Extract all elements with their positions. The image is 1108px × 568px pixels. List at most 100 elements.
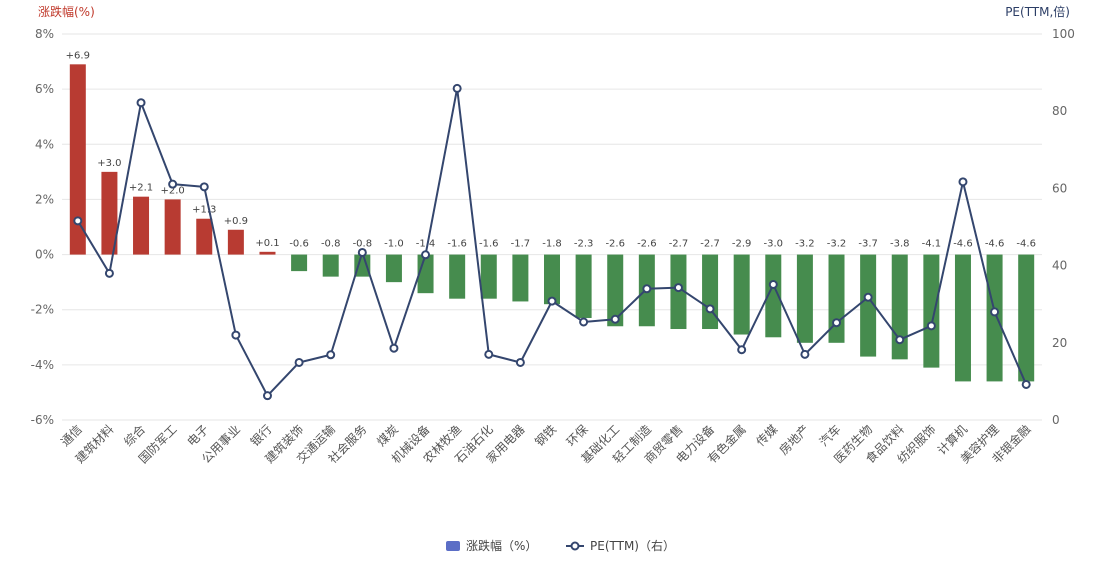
left-axis-tick-label: 8%: [35, 27, 54, 41]
bar: [164, 199, 181, 255]
bar: [259, 251, 276, 255]
legend-line-label: PE(TTM)（右）: [590, 538, 675, 553]
left-axis-tick-label: -2%: [31, 303, 54, 317]
bar: [607, 254, 624, 327]
bar: [69, 64, 86, 255]
bar-value-label: +6.9: [66, 50, 90, 61]
pe-point: [737, 345, 747, 355]
bar-value-label: -2.6: [637, 239, 657, 250]
right-axis-tick-label: 40: [1052, 259, 1067, 273]
bar: [133, 196, 150, 255]
bar: [733, 254, 750, 335]
bar: [923, 254, 940, 368]
pe-point: [832, 318, 842, 328]
bar-value-label: -3.2: [795, 239, 815, 250]
category-label: 综合: [121, 422, 149, 450]
left-axis-tick-label: 6%: [35, 82, 54, 96]
legend[interactable]: 涨跌幅（%） PE(TTM)（右）: [446, 538, 675, 553]
bar: [227, 229, 244, 255]
bar-value-label: +0.1: [255, 238, 279, 249]
category-label: 汽车: [816, 422, 844, 450]
pe-point: [610, 314, 620, 324]
bar-value-label: -3.0: [764, 239, 784, 250]
right-axis-title: PE(TTM,倍): [1005, 4, 1070, 19]
line-series: [73, 83, 1031, 401]
bar-value-label: -2.3: [574, 239, 594, 250]
left-axis-tick-label: 0%: [35, 248, 54, 262]
bar-value-label: -2.6: [605, 239, 625, 250]
pe-point: [579, 317, 589, 327]
bar-value-label: -4.6: [1016, 239, 1036, 250]
pe-point: [926, 321, 936, 331]
pe-point: [452, 83, 462, 93]
bar: [702, 254, 719, 330]
bar-value-label: +2.1: [129, 183, 153, 194]
gridlines: [62, 33, 1042, 421]
pe-point: [642, 284, 652, 294]
pe-point: [1021, 379, 1031, 389]
legend-bar-label: 涨跌幅（%）: [466, 538, 537, 553]
bar: [512, 254, 529, 302]
bar: [544, 254, 560, 305]
bar-value-label: -2.7: [700, 239, 720, 250]
pe-point: [895, 335, 905, 345]
category-label: 通信: [58, 422, 85, 449]
bar: [796, 254, 813, 343]
category-label: 环保: [564, 422, 591, 449]
category-label: 传媒: [753, 422, 781, 450]
bar: [322, 254, 339, 277]
pe-point: [104, 268, 114, 278]
left-axis-title: 涨跌幅(%): [38, 4, 95, 19]
pe-point: [673, 283, 683, 293]
bar-value-label: +1.3: [192, 205, 216, 216]
bar-value-label: -3.8: [890, 239, 910, 250]
bar-value-label: -1.8: [542, 239, 562, 250]
left-axis-tick-label: 4%: [35, 137, 54, 151]
bar-value-label: -4.6: [953, 239, 973, 250]
bar-value-label: -2.7: [669, 239, 689, 250]
pe-point: [800, 349, 810, 359]
bar: [986, 254, 1003, 382]
bar-value-label: -0.8: [353, 239, 373, 250]
bar-value-label: -1.6: [447, 239, 467, 250]
bar-value-label: -4.6: [985, 239, 1005, 250]
bar: [354, 254, 371, 277]
bar-value-label: -1.6: [479, 239, 499, 250]
bar-value-label: -4.1: [922, 239, 942, 250]
legend-bar-swatch: [446, 541, 460, 551]
category-label: 银行: [248, 422, 275, 449]
bar-value-label: +0.9: [224, 216, 248, 227]
pe-point: [136, 98, 146, 108]
pe-point: [231, 330, 241, 340]
bar-value-label: -1.7: [511, 239, 531, 250]
bar: [765, 254, 782, 338]
pe-point: [547, 296, 557, 306]
pe-point: [168, 179, 178, 189]
bar-value-label: -3.7: [858, 239, 878, 250]
category-label: 电子: [184, 422, 211, 449]
legend-line-marker: [570, 541, 580, 551]
pe-point: [326, 350, 336, 360]
pe-point: [863, 292, 873, 302]
bar-value-label: +3.0: [97, 158, 121, 169]
bar: [101, 171, 118, 255]
bar: [575, 254, 592, 318]
bar-value-label: +2.0: [160, 185, 184, 196]
right-axis-tick-label: 0: [1052, 413, 1060, 427]
bar: [449, 254, 466, 299]
right-axis-tick-label: 80: [1052, 104, 1067, 118]
pe-point: [357, 247, 367, 257]
category-label: 钢铁: [532, 422, 559, 449]
pe-point: [389, 343, 399, 353]
pe-point: [705, 304, 715, 314]
left-axis-tick-label: -4%: [31, 358, 54, 372]
pe-point: [262, 391, 272, 401]
bar-value-label: -1.4: [416, 239, 436, 250]
bar-value-label: -2.9: [732, 239, 752, 250]
left-axis-tick-label: 2%: [35, 192, 54, 206]
pe-point: [294, 357, 304, 367]
bar: [196, 218, 213, 255]
bar: [480, 254, 497, 299]
